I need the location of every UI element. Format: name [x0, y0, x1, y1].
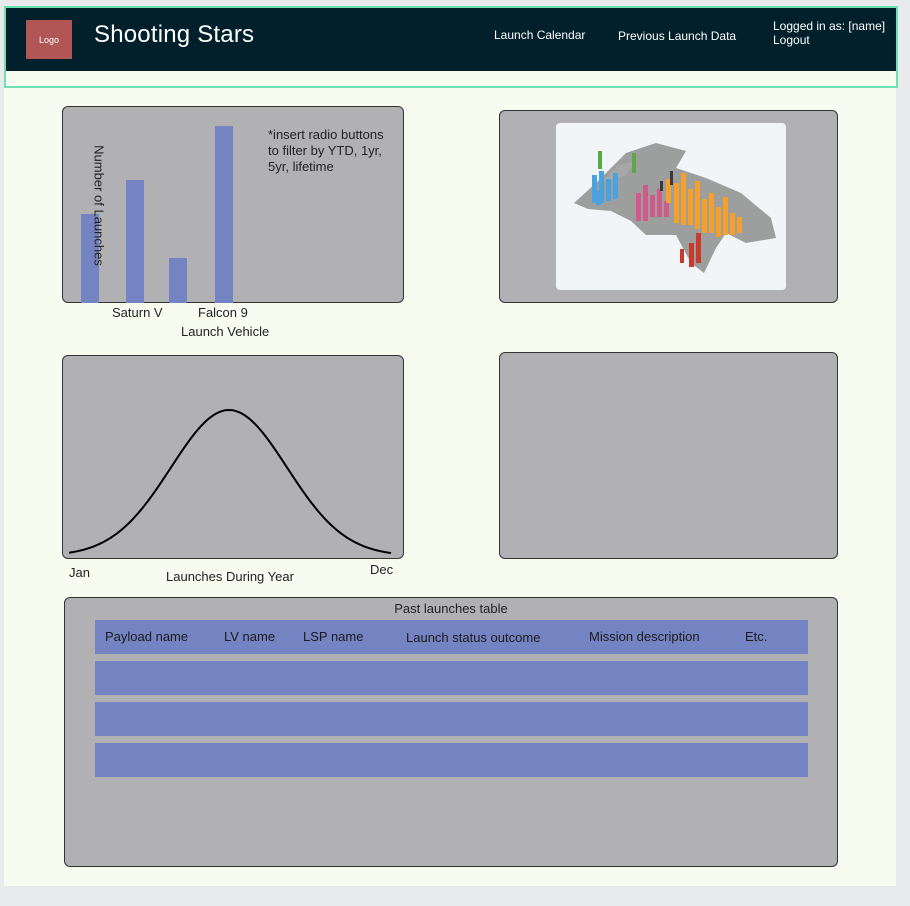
- bar-chart-panel: *insert radio buttons to filter by YTD, …: [62, 106, 404, 303]
- bar-chart-y-label: Number of Launches: [91, 145, 107, 266]
- col-lsp-name[interactable]: LSP name: [303, 629, 364, 644]
- line-chart-x-label: Launches During Year: [166, 569, 294, 584]
- col-launch-status[interactable]: Launch status outcome: [406, 630, 541, 645]
- table-row[interactable]: [95, 661, 808, 695]
- launch-distribution-line: [68, 408, 392, 554]
- filter-note: *insert radio buttons to filter by YTD, …: [268, 127, 384, 174]
- logged-in-label: Logged in as: [name]: [773, 19, 886, 33]
- table-title: Past launches table: [394, 601, 508, 616]
- table-row[interactable]: [95, 743, 808, 777]
- map-chart-graphic: [574, 143, 776, 273]
- bar-vehicle-3[interactable]: [169, 258, 187, 303]
- col-payload-name[interactable]: Payload name: [105, 629, 189, 644]
- bar-chart-x-label: Launch Vehicle: [181, 324, 270, 339]
- line-chart-svg: [68, 408, 392, 554]
- bar-saturn-v[interactable]: [126, 180, 144, 303]
- logout-link[interactable]: Logout: [773, 33, 810, 47]
- table-row[interactable]: [95, 702, 808, 736]
- site-title: Shooting Stars: [94, 21, 255, 48]
- header-outline: [4, 6, 898, 88]
- bar-tick-falcon-9: Falcon 9: [198, 305, 248, 320]
- logo[interactable]: Logo: [26, 20, 72, 59]
- empty-widget-panel: [499, 352, 838, 559]
- col-etc[interactable]: Etc.: [745, 629, 768, 644]
- col-mission-description[interactable]: Mission description: [589, 629, 700, 644]
- past-launches-panel: Past launches table Payload name LV name…: [64, 597, 838, 867]
- bar-falcon-9[interactable]: [215, 126, 233, 303]
- nav-launch-calendar[interactable]: Launch Calendar: [494, 28, 586, 42]
- col-lv-name[interactable]: LV name: [224, 629, 276, 644]
- table-header-row: Payload name LV name LSP name Launch sta…: [95, 620, 808, 654]
- nav-previous-launch-data[interactable]: Previous Launch Data: [618, 29, 737, 43]
- map-visualization[interactable]: [556, 123, 786, 290]
- bar-tick-saturn-v: Saturn V: [112, 305, 163, 320]
- map-panel: [499, 110, 838, 303]
- line-chart-x-end: Dec: [370, 562, 394, 577]
- user-box: Logged in as: [name] Logout: [773, 19, 885, 47]
- line-chart-x-start: Jan: [69, 565, 90, 580]
- bar-vehicle-1[interactable]: [81, 214, 99, 303]
- line-chart-panel: [62, 355, 404, 559]
- top-header: Logo Shooting Stars Launch Calendar Prev…: [6, 8, 896, 71]
